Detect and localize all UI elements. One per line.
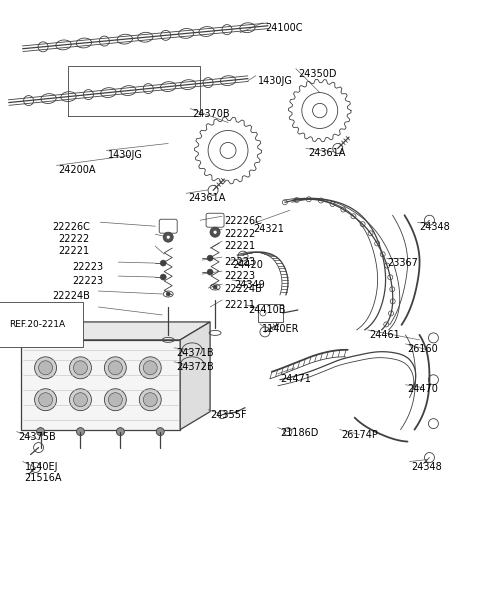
Text: 1140EJ: 1140EJ xyxy=(24,462,58,471)
Circle shape xyxy=(38,393,52,407)
Text: 24420: 24420 xyxy=(232,260,263,270)
Circle shape xyxy=(108,393,122,407)
Circle shape xyxy=(38,361,52,375)
Bar xyxy=(258,304,283,322)
Circle shape xyxy=(139,389,161,411)
Polygon shape xyxy=(180,322,210,430)
Circle shape xyxy=(144,361,157,375)
Text: 1430JG: 1430JG xyxy=(108,151,143,161)
Circle shape xyxy=(166,235,170,239)
Text: 24371B: 24371B xyxy=(176,348,214,358)
Circle shape xyxy=(166,292,170,296)
Circle shape xyxy=(213,230,217,234)
Text: 24355F: 24355F xyxy=(210,410,247,419)
Circle shape xyxy=(139,357,161,379)
Text: 24350D: 24350D xyxy=(298,68,336,79)
Text: 22223: 22223 xyxy=(72,262,104,272)
Circle shape xyxy=(156,428,164,436)
Circle shape xyxy=(35,389,57,411)
Circle shape xyxy=(207,269,213,275)
Circle shape xyxy=(35,357,57,379)
Text: 24321: 24321 xyxy=(253,224,284,234)
Circle shape xyxy=(70,389,91,411)
Polygon shape xyxy=(21,322,210,340)
Text: 22224B: 22224B xyxy=(224,284,262,294)
Text: 24361A: 24361A xyxy=(308,148,345,158)
Circle shape xyxy=(207,255,213,261)
Text: 24410B: 24410B xyxy=(248,305,286,315)
Circle shape xyxy=(213,285,217,289)
Circle shape xyxy=(73,393,87,407)
Circle shape xyxy=(76,428,84,436)
Text: 24348: 24348 xyxy=(411,462,442,471)
Text: 22226C: 22226C xyxy=(224,216,262,226)
Circle shape xyxy=(104,357,126,379)
Text: REF.20-221A: REF.20-221A xyxy=(9,320,65,329)
Text: 22221: 22221 xyxy=(59,246,90,256)
Circle shape xyxy=(108,361,122,375)
Text: 24100C: 24100C xyxy=(265,23,302,33)
Circle shape xyxy=(73,361,87,375)
Text: 1140ER: 1140ER xyxy=(262,324,300,334)
Circle shape xyxy=(36,428,45,436)
Text: 22212: 22212 xyxy=(52,307,84,317)
Circle shape xyxy=(260,327,270,337)
Text: 22211: 22211 xyxy=(224,300,255,310)
Circle shape xyxy=(163,232,173,242)
Circle shape xyxy=(208,185,218,195)
Circle shape xyxy=(160,274,166,280)
Circle shape xyxy=(144,393,157,407)
Text: 21516A: 21516A xyxy=(24,474,62,484)
Text: 24349: 24349 xyxy=(234,280,265,290)
Text: 24375B: 24375B xyxy=(19,431,56,441)
Circle shape xyxy=(116,428,124,436)
Text: 24461: 24461 xyxy=(370,330,400,340)
Text: 22223: 22223 xyxy=(72,276,104,286)
Circle shape xyxy=(104,389,126,411)
Circle shape xyxy=(160,260,166,266)
Text: 24348: 24348 xyxy=(420,222,450,232)
Circle shape xyxy=(210,227,220,237)
Text: 24361A: 24361A xyxy=(188,193,226,203)
Polygon shape xyxy=(21,340,180,430)
Text: 26160: 26160 xyxy=(408,344,438,354)
Circle shape xyxy=(70,357,91,379)
Text: 23367: 23367 xyxy=(387,258,419,268)
Text: 24471: 24471 xyxy=(280,374,311,384)
Text: 24372B: 24372B xyxy=(176,362,214,372)
Text: 21186D: 21186D xyxy=(280,428,318,437)
Text: 22222: 22222 xyxy=(224,229,255,239)
Text: 24470: 24470 xyxy=(408,384,438,394)
Text: 22222: 22222 xyxy=(59,234,90,244)
Text: 22224B: 22224B xyxy=(52,291,90,301)
Circle shape xyxy=(333,143,343,154)
Text: 22221: 22221 xyxy=(224,241,255,251)
Text: 26174P: 26174P xyxy=(342,430,379,440)
Text: 22223: 22223 xyxy=(224,271,255,281)
Text: 22226C: 22226C xyxy=(52,222,90,232)
Text: 22223: 22223 xyxy=(224,257,255,267)
Text: 1430JG: 1430JG xyxy=(258,76,293,86)
Text: 24200A: 24200A xyxy=(59,165,96,176)
Text: 24370B: 24370B xyxy=(192,108,230,118)
